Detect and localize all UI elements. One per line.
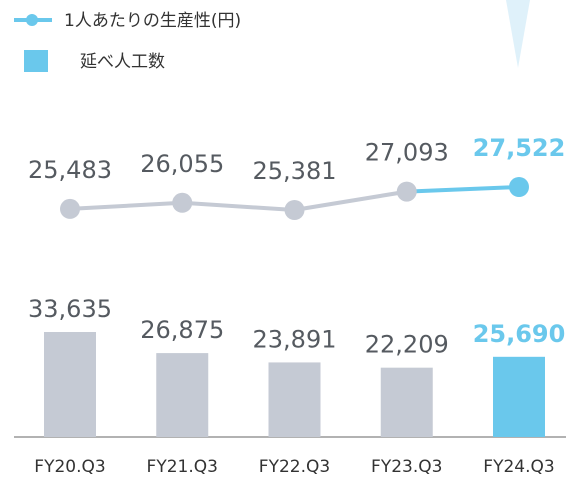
bar [156, 353, 209, 437]
legend-line-marker [26, 14, 38, 26]
data-label: 25,690 [473, 320, 566, 348]
line-point [60, 198, 80, 219]
data-label: 26,055 [140, 150, 224, 178]
x-tick-label: FY24.Q3 [483, 457, 554, 477]
bar [493, 356, 545, 437]
data-label: 27,093 [365, 139, 449, 167]
line-segment [69, 200, 183, 211]
bar [380, 367, 433, 437]
legend-bar-icon [24, 50, 48, 72]
x-tick-label: FY21.Q3 [147, 457, 218, 477]
bar [268, 362, 321, 437]
x-tick-label: FY20.Q3 [34, 457, 105, 477]
data-label: 25,483 [28, 156, 112, 184]
legend-label: 延べ人工数 [80, 52, 165, 72]
decoration [506, 0, 530, 68]
bar [44, 332, 96, 437]
line-segment [294, 189, 408, 212]
line-point [172, 192, 193, 213]
data-label: 22,209 [365, 331, 449, 359]
line-point [509, 177, 529, 197]
data-label: 26,875 [140, 316, 224, 344]
legend-label: 1人あたりの生産性(円) [64, 11, 241, 31]
data-label: 23,891 [253, 325, 337, 353]
line-point [396, 181, 417, 202]
data-label: 33,635 [28, 295, 112, 323]
data-label: 25,381 [253, 157, 337, 185]
x-tick-label: FY22.Q3 [259, 457, 330, 477]
line-segment [406, 185, 520, 194]
line-segment [182, 200, 295, 212]
data-label: 27,522 [473, 134, 566, 162]
line-point [284, 200, 305, 220]
x-tick-label: FY23.Q3 [371, 457, 442, 477]
